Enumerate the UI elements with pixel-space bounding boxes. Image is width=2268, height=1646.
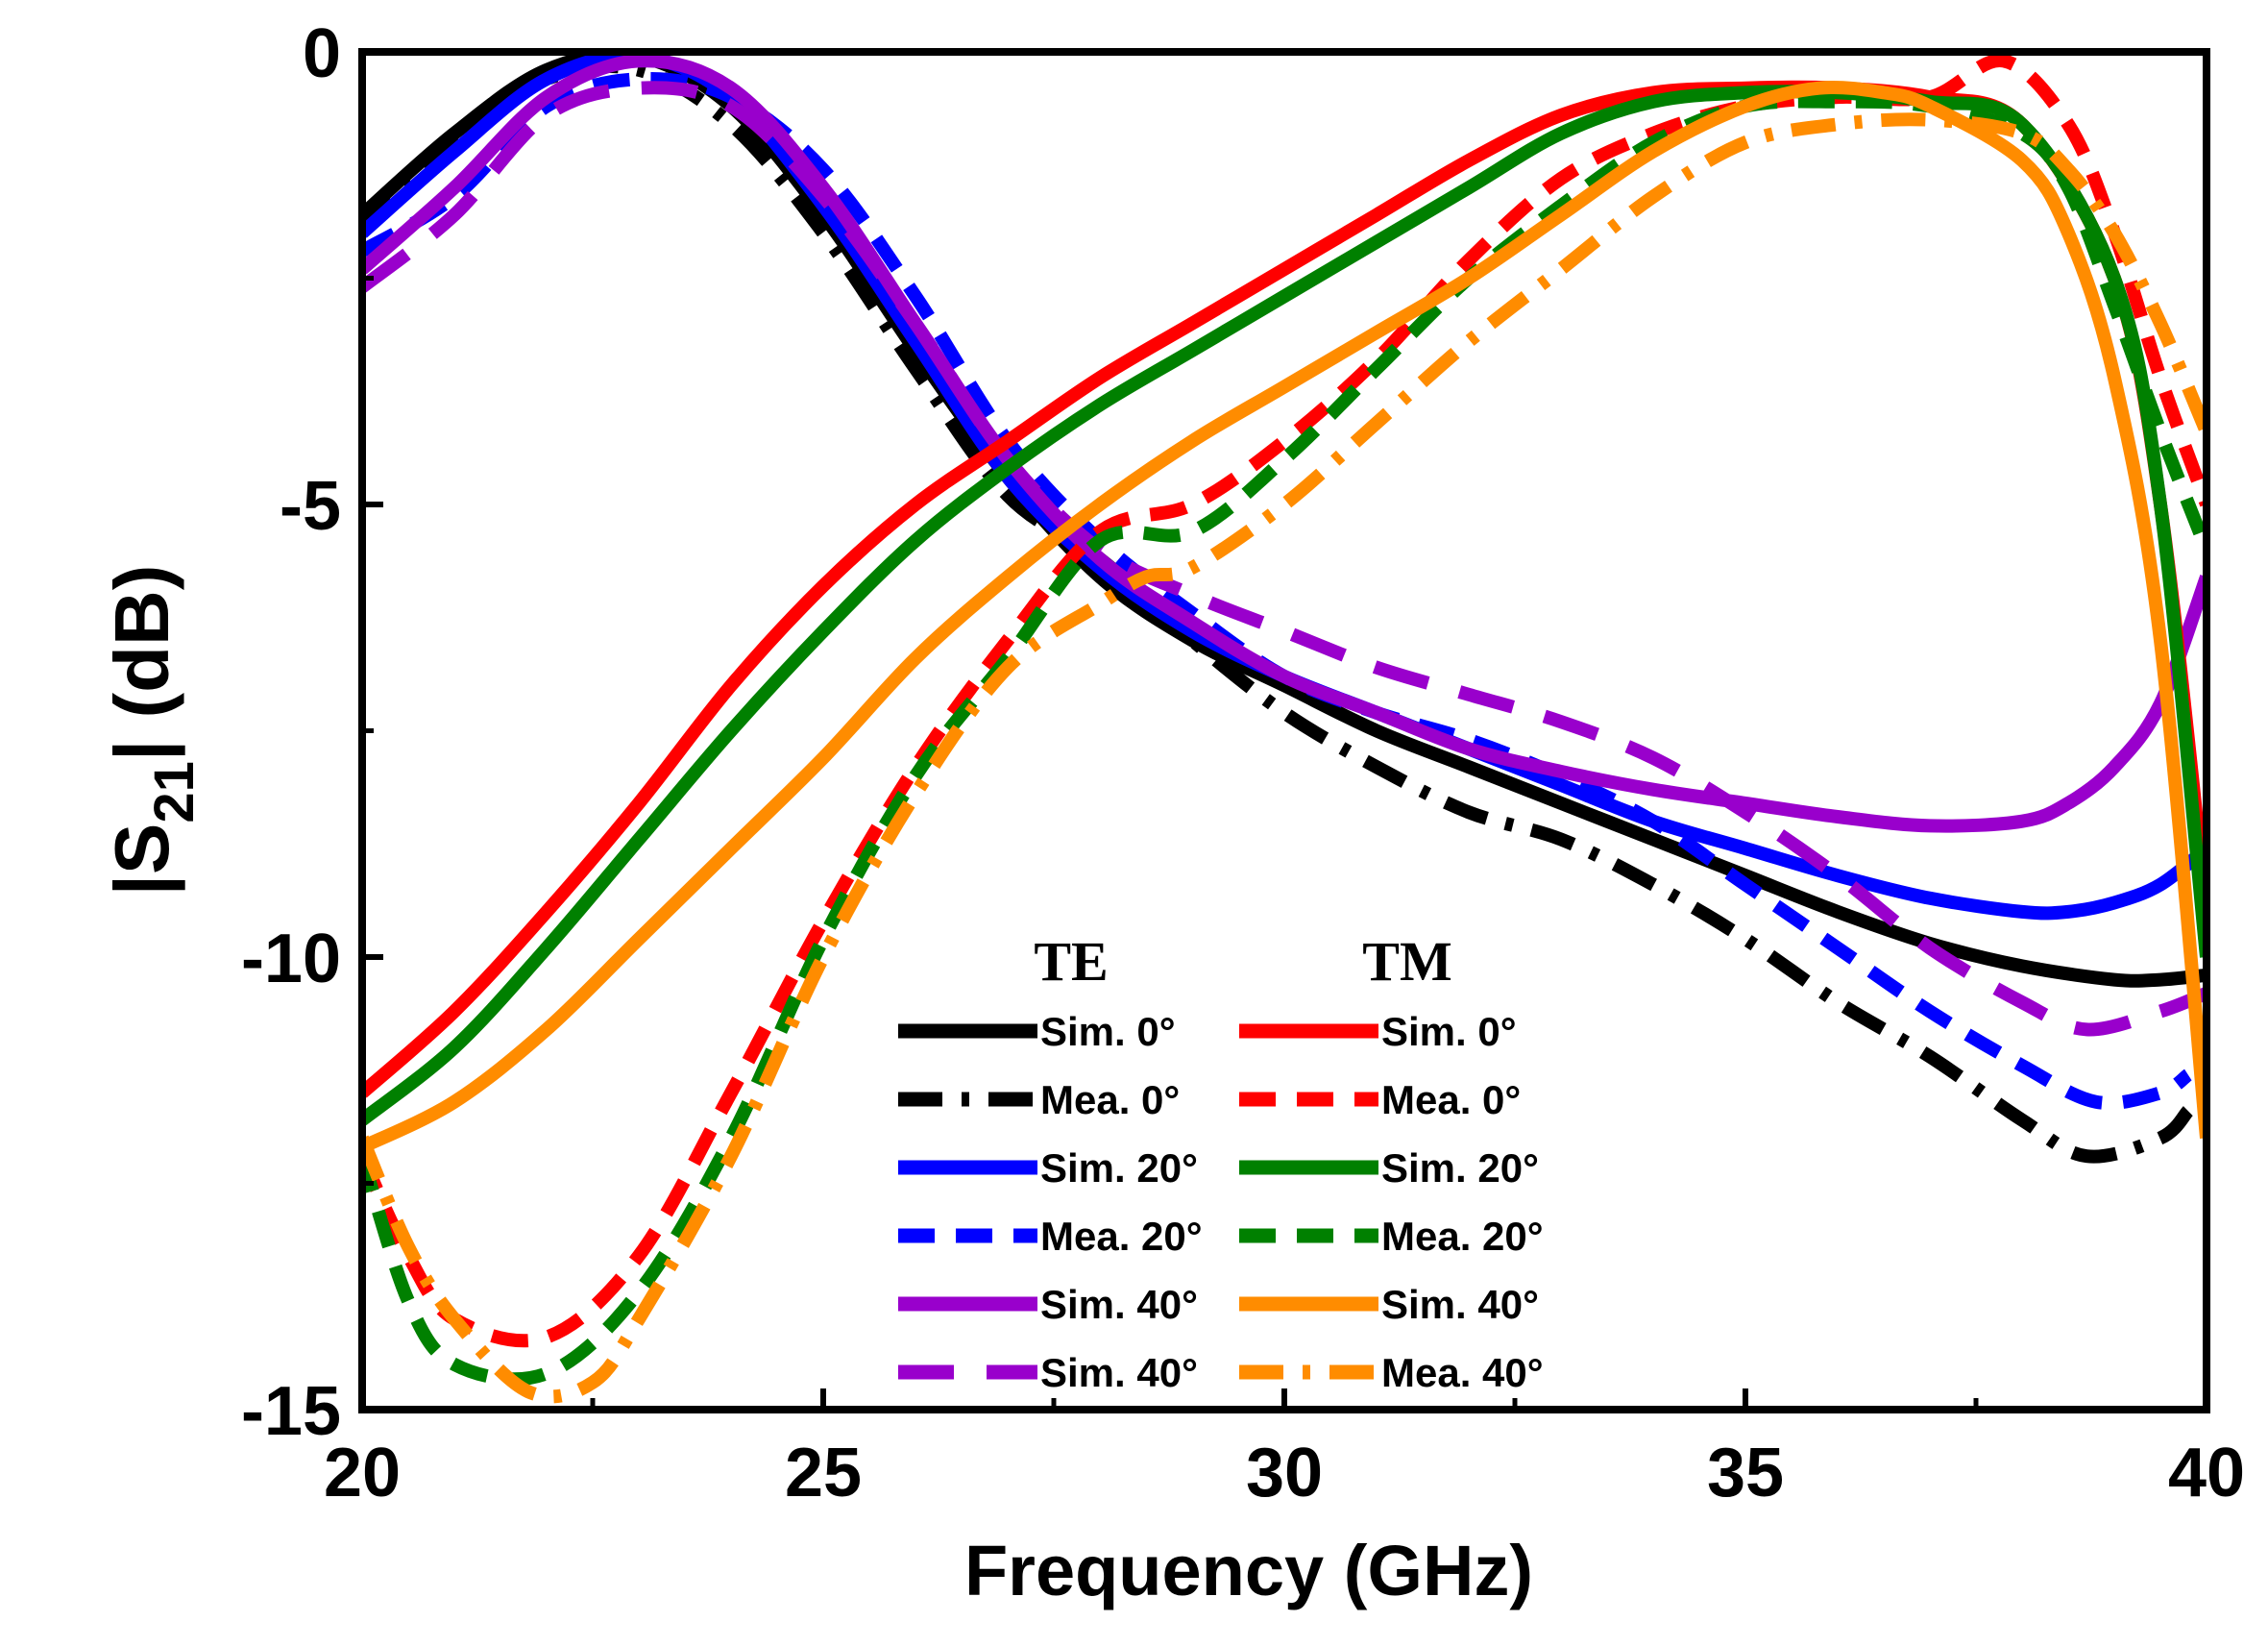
y-tick-label: -15 xyxy=(241,1373,341,1450)
series-line-te-mea-0-1 xyxy=(362,60,2194,1164)
legend-label: Mea. 40° xyxy=(1381,1350,1544,1395)
axis-ticks: 20 25 30 35 40 0 -5 -10 -15 xyxy=(241,15,2245,1511)
legend-label: Sim. 40° xyxy=(1040,1282,1198,1327)
legend-label: Sim. 0° xyxy=(1040,1009,1176,1054)
series-line-te-sim-40-4 xyxy=(362,54,2207,833)
y-axis-title: |S21| (dB) xyxy=(99,565,206,897)
legend-label: Sim. 20° xyxy=(1381,1145,1539,1191)
x-tick-label: 30 xyxy=(1246,1435,1323,1511)
series-line-tm-mea-0-7 xyxy=(362,54,2207,1348)
x-tick-label: 35 xyxy=(1707,1435,1784,1511)
legend-label: Sim. 20° xyxy=(1040,1145,1198,1191)
x-tick-label: 20 xyxy=(324,1435,401,1511)
series-line-tm-sim-20-8 xyxy=(362,85,2207,1126)
legend-label: Mea. 20° xyxy=(1040,1214,1203,1259)
legend-header-te: TE xyxy=(1034,930,1108,993)
series-line-tm-mea-40-11 xyxy=(362,112,2207,1404)
legend-header-tm: TM xyxy=(1362,930,1451,993)
x-tick-label: 25 xyxy=(785,1435,862,1511)
legend-label: Mea. 0° xyxy=(1040,1077,1180,1122)
legend-label: Sim. 0° xyxy=(1381,1009,1517,1054)
legend-label: Sim. 40° xyxy=(1381,1282,1539,1327)
series-group xyxy=(362,52,2207,1404)
legend-label: Mea. 0° xyxy=(1381,1077,1521,1122)
series-line-te-sim-20-2 xyxy=(362,52,2207,921)
svg-text:|S21| (dB): |S21| (dB) xyxy=(99,565,206,897)
x-tick-label: 40 xyxy=(2168,1435,2245,1511)
legend-label: Mea. 20° xyxy=(1381,1214,1544,1259)
y-tick-label: 0 xyxy=(303,15,341,92)
plot-frame xyxy=(358,48,2210,1413)
y-axis-title-unit: | (dB) xyxy=(99,565,185,762)
y-axis-title-sub: 21 xyxy=(143,761,206,823)
x-axis-title: Frequency (GHz) xyxy=(964,1531,1533,1610)
legend: TE TM Sim. 0° Mea. 0° Sim. 20° Mea. 20° Sim. 4… xyxy=(898,930,1544,1395)
y-tick-label: -10 xyxy=(241,921,341,997)
series-line-tm-sim-40-10 xyxy=(362,80,2207,1154)
y-tick-label: -5 xyxy=(280,468,341,545)
y-axis-title-main: |S xyxy=(99,823,185,897)
series-line-te-sim-40-5 xyxy=(362,81,2207,1037)
legend-label: Sim. 40° xyxy=(1040,1350,1198,1395)
